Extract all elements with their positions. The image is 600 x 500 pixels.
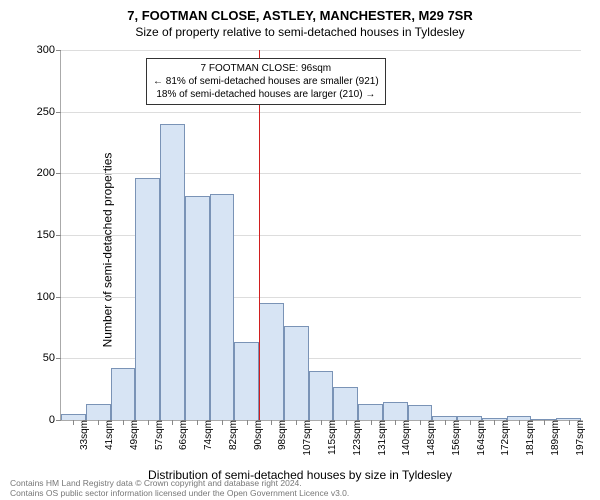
xtick-mark [197,420,198,425]
xtick-label: 197sqm [573,420,586,456]
histogram-bar [111,368,136,420]
chart-title-sub: Size of property relative to semi-detach… [0,23,600,39]
xtick-mark [98,420,99,425]
xtick-label: 181sqm [523,420,536,456]
chart-title-main: 7, FOOTMAN CLOSE, ASTLEY, MANCHESTER, M2… [0,0,600,23]
gridline [61,50,581,51]
ytick-label: 150 [25,229,61,241]
xtick-label: 156sqm [449,420,462,456]
annotation-line-1: 7 FOOTMAN CLOSE: 96sqm [153,62,379,75]
histogram-bar [333,387,358,420]
histogram-bar [358,404,383,420]
xtick-label: 98sqm [275,420,288,450]
annotation-box: 7 FOOTMAN CLOSE: 96sqm← 81% of semi-deta… [146,58,386,105]
histogram-bar [234,342,259,420]
xtick-label: 33sqm [77,420,90,450]
histogram-bar [259,303,284,420]
xtick-label: 115sqm [325,420,338,455]
xtick-mark [544,420,545,425]
xtick-label: 189sqm [548,420,561,456]
xtick-mark [321,420,322,425]
chart-container: 7, FOOTMAN CLOSE, ASTLEY, MANCHESTER, M2… [0,0,600,500]
footer-attribution: Contains HM Land Registry data © Crown c… [10,478,349,498]
histogram-bar [408,405,433,420]
histogram-bar [210,194,235,420]
xtick-mark [346,420,347,425]
xtick-mark [271,420,272,425]
xtick-label: 148sqm [424,420,437,456]
xtick-label: 123sqm [350,420,363,456]
xtick-label: 131sqm [375,420,388,456]
xtick-mark [470,420,471,425]
histogram-bar [309,371,334,420]
xtick-label: 82sqm [226,420,239,450]
xtick-label: 74sqm [201,420,214,450]
ytick-label: 250 [25,106,61,118]
histogram-bar [185,196,210,420]
xtick-mark [519,420,520,425]
xtick-mark [445,420,446,425]
xtick-label: 107sqm [300,420,313,456]
ytick-label: 100 [25,291,61,303]
footer-line-1: Contains HM Land Registry data © Crown c… [10,478,349,488]
plot-area: 05010015020025030033sqm41sqm49sqm57sqm66… [60,50,581,421]
xtick-mark [296,420,297,425]
histogram-bar [383,402,408,421]
xtick-mark [222,420,223,425]
xtick-mark [148,420,149,425]
histogram-bar [86,404,111,420]
xtick-mark [420,420,421,425]
gridline [61,112,581,113]
histogram-bar [135,178,160,420]
xtick-label: 41sqm [102,420,115,450]
reference-line [259,50,260,420]
footer-line-2: Contains OS public sector information li… [10,488,349,498]
xtick-label: 90sqm [251,420,264,450]
xtick-mark [123,420,124,425]
xtick-mark [73,420,74,425]
annotation-line-2: ← 81% of semi-detached houses are smalle… [153,75,379,88]
xtick-label: 140sqm [399,420,412,456]
xtick-label: 49sqm [127,420,140,450]
ytick-label: 200 [25,167,61,179]
xtick-mark [371,420,372,425]
xtick-label: 172sqm [498,420,511,456]
xtick-label: 57sqm [152,420,165,450]
xtick-mark [569,420,570,425]
histogram-bar [284,326,309,420]
xtick-mark [395,420,396,425]
xtick-label: 164sqm [474,420,487,456]
xtick-mark [172,420,173,425]
xtick-mark [247,420,248,425]
xtick-mark [494,420,495,425]
xtick-label: 66sqm [176,420,189,450]
annotation-line-3: 18% of semi-detached houses are larger (… [153,88,379,101]
gridline [61,173,581,174]
histogram-bar [160,124,185,420]
ytick-label: 0 [25,414,61,426]
ytick-label: 300 [25,44,61,56]
ytick-label: 50 [25,352,61,364]
